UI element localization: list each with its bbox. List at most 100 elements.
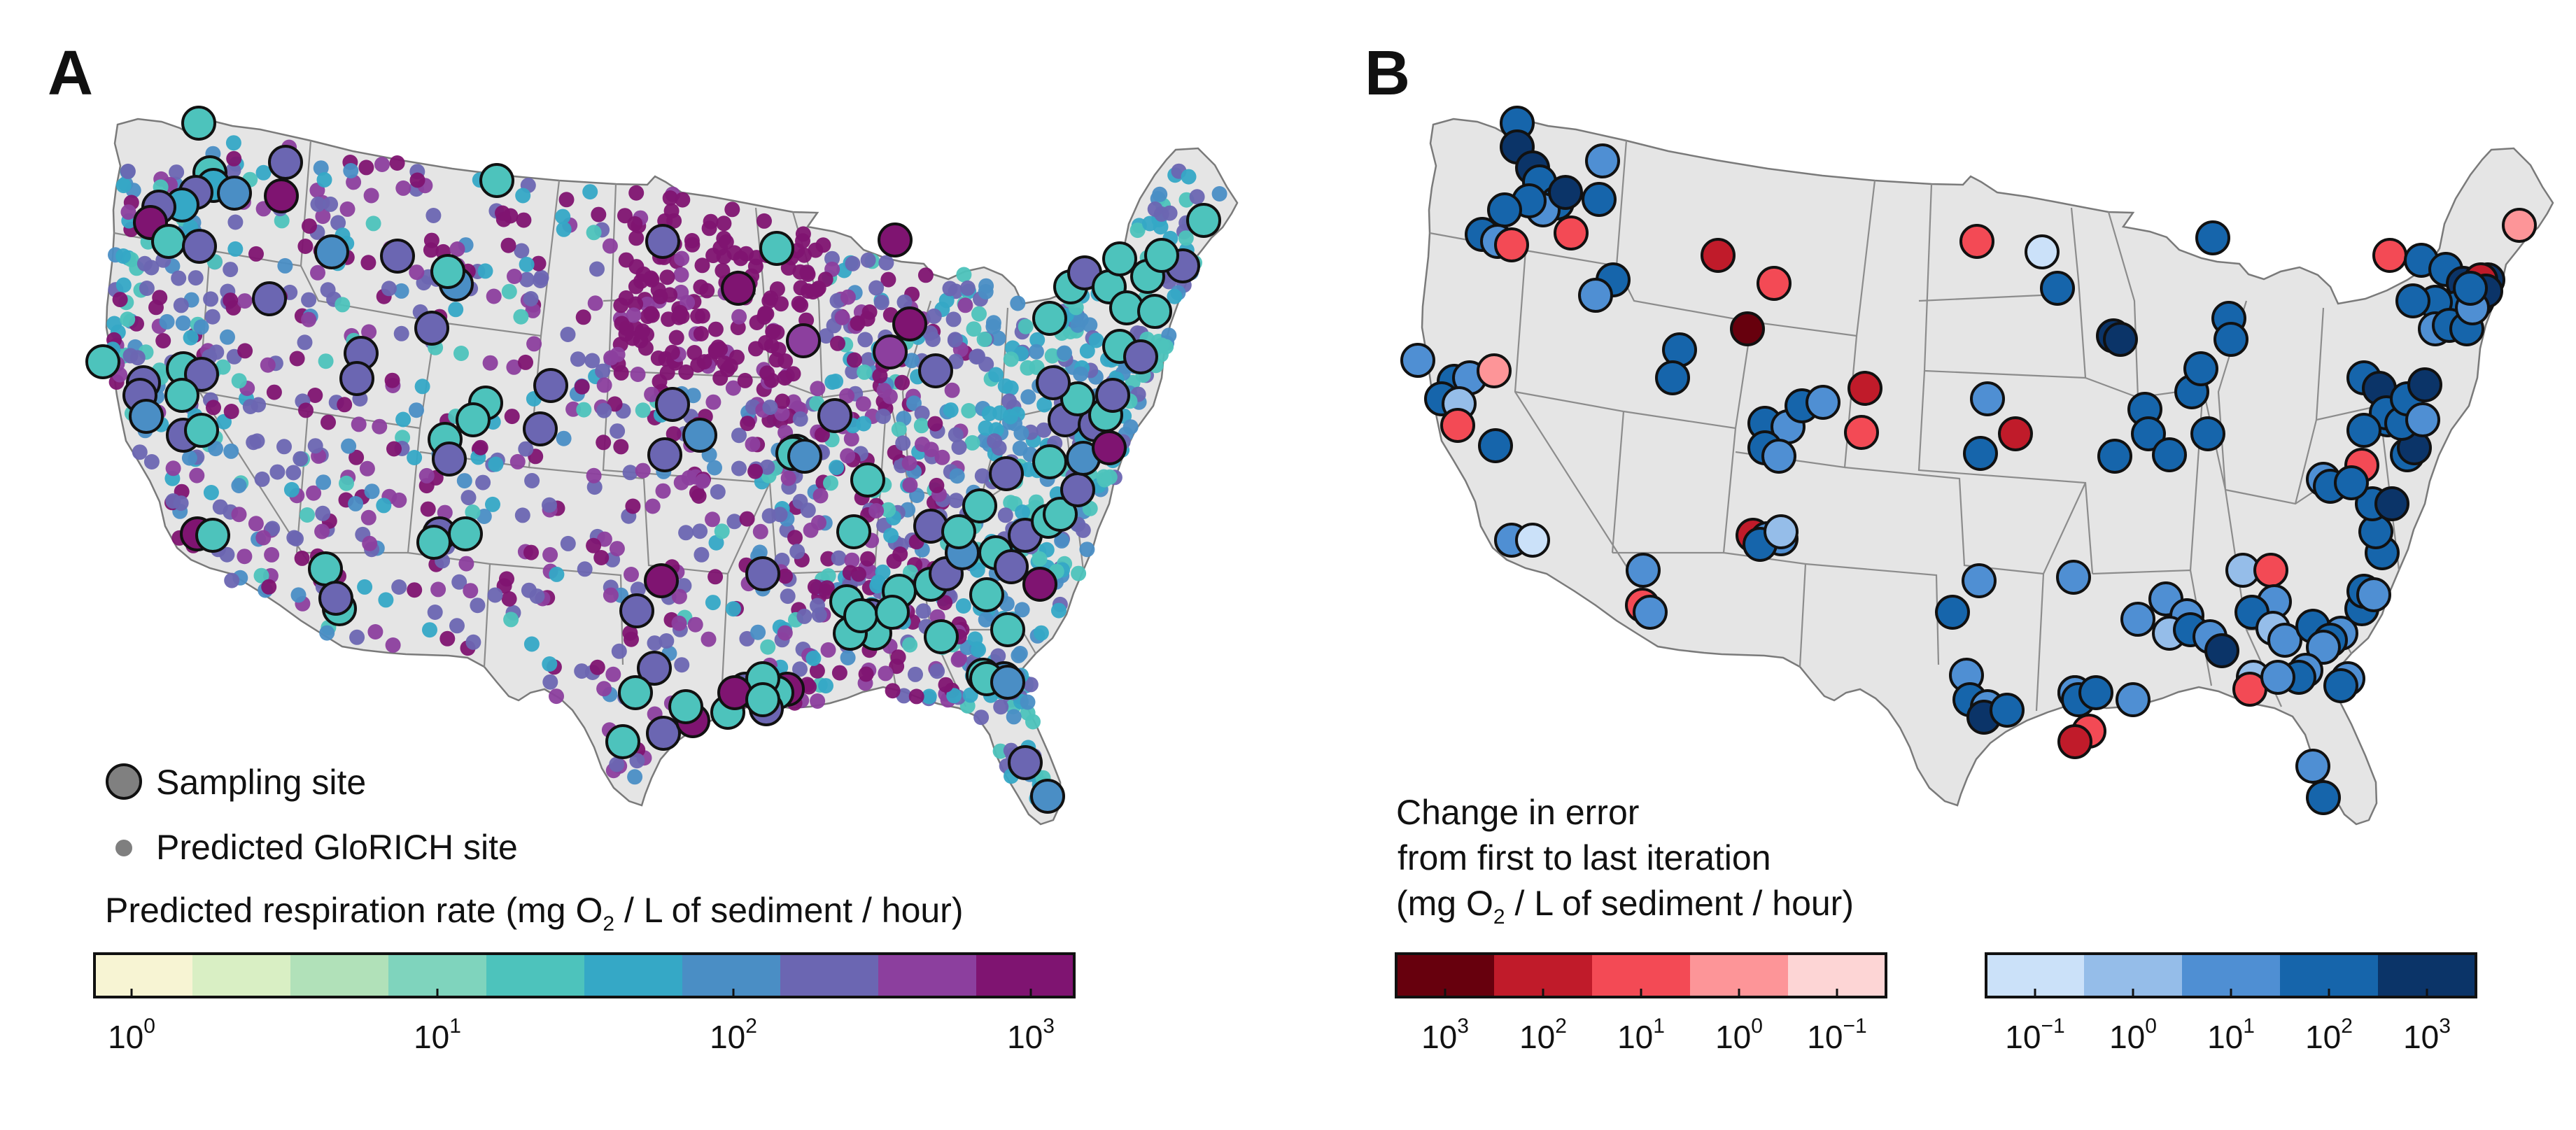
sampling-site-marker xyxy=(2306,630,2341,665)
colorbar-b-tick-label: 102 xyxy=(1519,1015,1567,1055)
predicted-site-point xyxy=(761,293,777,309)
predicted-site-point xyxy=(231,507,247,523)
sampling-sites-b xyxy=(1400,106,2537,815)
predicted-site-point xyxy=(868,280,885,296)
predicted-site-point xyxy=(319,625,335,641)
predicted-site-point xyxy=(1001,393,1018,409)
predicted-site-point xyxy=(609,541,625,557)
sampling-site-marker xyxy=(913,509,948,544)
predicted-site-point xyxy=(359,460,375,476)
sampling-site-marker xyxy=(2253,553,2288,588)
predicted-site-point xyxy=(659,269,675,285)
predicted-site-point xyxy=(227,214,244,230)
sampling-site-marker xyxy=(2334,465,2369,500)
sampling-site-marker xyxy=(2323,668,2358,703)
sampling-site-marker xyxy=(1144,238,1179,273)
sampling-site-marker xyxy=(892,306,927,341)
predicted-site-point xyxy=(830,335,845,351)
predicted-site-point xyxy=(586,537,602,553)
sampling-site-marker xyxy=(2372,238,2407,273)
predicted-site-point xyxy=(903,353,920,369)
predicted-site-point xyxy=(1075,522,1091,538)
predicted-site-point xyxy=(208,441,223,457)
predicted-site-point xyxy=(731,309,747,325)
sampling-site-marker xyxy=(318,581,353,616)
predicted-site-point xyxy=(750,624,766,640)
predicted-site-point xyxy=(768,352,784,368)
predicted-site-point xyxy=(596,377,612,393)
sampling-site-marker xyxy=(1963,436,1998,471)
predicted-site-point xyxy=(917,267,934,283)
predicted-site-point xyxy=(523,291,539,306)
predicted-site-point xyxy=(437,504,453,521)
colorbar-a-frame xyxy=(93,952,1076,998)
predicted-site-point xyxy=(707,460,722,476)
predicted-site-point xyxy=(514,243,530,259)
predicted-site-point xyxy=(1032,551,1048,567)
predicted-site-point xyxy=(946,688,962,704)
predicted-site-point xyxy=(1044,348,1060,364)
predicted-site-point xyxy=(695,473,711,489)
predicted-site-point xyxy=(748,341,763,357)
predicted-site-point xyxy=(439,630,456,647)
sampling-site-marker xyxy=(990,612,1025,647)
predicted-site-point xyxy=(678,364,694,380)
predicted-site-point xyxy=(614,316,630,332)
predicted-site-point xyxy=(316,474,332,490)
predicted-site-point xyxy=(301,292,317,308)
predicted-site-point xyxy=(143,260,160,276)
sampling-site-marker xyxy=(456,402,491,437)
panel-b-colorbar-title: Change in error from first to last itera… xyxy=(1396,793,1854,928)
predicted-site-point xyxy=(850,566,866,582)
predicted-site-point xyxy=(120,311,136,327)
predicted-site-point xyxy=(627,216,643,232)
sampling-site-marker xyxy=(523,411,558,446)
predicted-site-point xyxy=(668,330,684,346)
predicted-site-point xyxy=(407,582,423,598)
predicted-site-point xyxy=(831,665,847,681)
predicted-site-point xyxy=(712,370,729,386)
predicted-site-point xyxy=(372,418,388,435)
predicted-site-point xyxy=(724,202,740,218)
predicted-site-point xyxy=(226,150,242,167)
sampling-site-marker xyxy=(2056,560,2091,595)
predicted-site-point xyxy=(318,353,334,369)
predicted-site-point xyxy=(472,439,488,455)
predicted-site-point xyxy=(335,297,351,313)
sampling-site-marker xyxy=(1123,339,1158,374)
sampling-site-marker xyxy=(875,595,910,630)
predicted-site-point xyxy=(574,379,590,395)
predicted-site-point xyxy=(823,475,838,491)
predicted-site-point xyxy=(225,135,241,151)
sampling-site-marker xyxy=(1554,216,1589,250)
predicted-site-point xyxy=(961,403,977,418)
predicted-site-point xyxy=(430,581,446,598)
sampling-site-marker xyxy=(1626,553,1661,588)
predicted-site-point xyxy=(628,259,645,275)
sampling-site-marker xyxy=(941,514,976,549)
predicted-site-point xyxy=(605,666,621,682)
sampling-site-marker xyxy=(1962,563,1997,598)
predicted-site-point xyxy=(962,687,978,703)
predicted-site-point xyxy=(1006,709,1022,725)
predicted-site-point xyxy=(155,333,171,348)
colorbar-b-tick-label: 100 xyxy=(2109,1015,2157,1055)
sampling-site-marker xyxy=(1633,595,1668,630)
predicted-site-point xyxy=(635,462,651,479)
predicted-site-point xyxy=(501,283,517,299)
predicted-site-point xyxy=(1022,677,1039,693)
predicted-site-point xyxy=(796,247,812,263)
predicted-site-point xyxy=(1020,389,1036,405)
predicted-site-point xyxy=(976,332,992,347)
predicted-site-point xyxy=(817,271,833,288)
sampling-site-marker xyxy=(817,398,852,433)
predicted-site-point xyxy=(316,172,332,188)
predicted-site-point xyxy=(1015,504,1031,520)
predicted-site-point xyxy=(120,163,136,179)
sampling-site-marker xyxy=(1998,416,2033,451)
sampling-site-marker xyxy=(448,516,483,551)
predicted-site-point xyxy=(341,438,357,454)
predicted-site-point xyxy=(589,659,605,675)
predicted-site-point xyxy=(710,484,726,500)
